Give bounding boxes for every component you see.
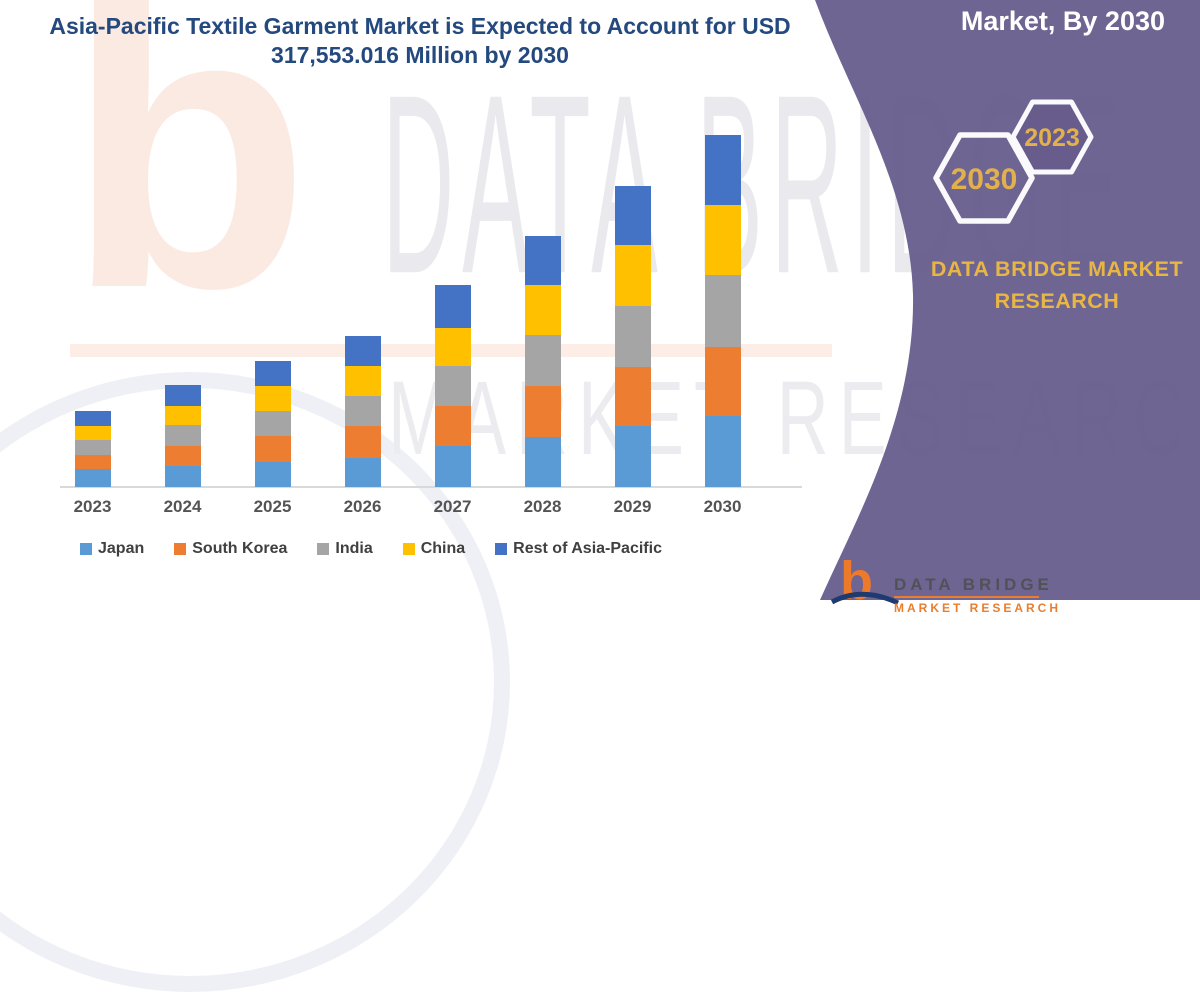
hexagon-2023-label: 2023 (1024, 124, 1080, 152)
bar-segment-south-korea-2030 (704, 346, 741, 417)
page-title-line1: Asia-Pacific Textile Garment Market is E… (49, 13, 791, 39)
bar-segment-china-2025 (254, 385, 291, 411)
bar-segment-india-2027 (434, 366, 471, 406)
legend-label-rest-of-asia-pacific: Rest of Asia-Pacific (513, 540, 662, 557)
watermark-b-logo: b (66, 0, 311, 371)
x-axis-label-2029: 2029 (613, 497, 652, 516)
bar-segment-japan-2029 (614, 426, 651, 487)
bar-segment-china-2027 (434, 327, 471, 366)
bar-segment-india-2028 (524, 335, 561, 387)
hexagons-graphic: 2030 2023 (933, 99, 1094, 224)
bar-segment-china-2030 (704, 205, 741, 276)
bridge-swoosh-icon (830, 591, 900, 606)
legend-swatch-south-korea (174, 543, 187, 555)
hexagon-2030-label: 2030 (951, 163, 1018, 196)
bar-segment-south-korea-2024 (164, 446, 201, 467)
legend-item-china: China (402, 540, 466, 558)
bar-segment-south-korea-2028 (524, 386, 561, 437)
bar-segment-south-korea-2027 (434, 405, 471, 447)
bar-segment-china-2024 (164, 405, 201, 426)
legend-item-rest-of-asia-pacific: Rest of Asia-Pacific (495, 540, 662, 558)
bar-segment-japan-2024 (164, 466, 201, 487)
x-axis-label-2026: 2026 (343, 497, 382, 516)
bar-segment-india-2029 (614, 305, 651, 367)
bar-segment-rest-of-asia-pacific-2023 (74, 410, 111, 427)
chart-legend: Japan South Korea India China Rest of Asia-P… (80, 540, 662, 558)
bar-segment-rest-of-asia-pacific-2025 (254, 360, 291, 386)
bar-segment-rest-of-asia-pacific-2027 (434, 285, 471, 328)
bar-segment-south-korea-2029 (614, 366, 651, 427)
legend-swatch-china (402, 543, 415, 555)
legend-label-china: China (420, 540, 466, 557)
bar-segment-japan-2030 (704, 416, 741, 487)
bar-segment-india-2025 (254, 410, 291, 437)
bar-segment-japan-2027 (434, 446, 471, 487)
bar-segment-japan-2023 (74, 469, 111, 487)
bar-segment-china-2026 (344, 365, 381, 397)
footer-logo-rule (894, 596, 1039, 598)
x-axis-label-2025: 2025 (253, 497, 292, 516)
bar-segment-rest-of-asia-pacific-2030 (704, 134, 741, 206)
legend-swatch-japan (80, 543, 92, 555)
bar-segment-india-2030 (704, 275, 741, 347)
legend-item-south-korea: South Korea (174, 540, 287, 558)
bar-segment-india-2023 (74, 439, 111, 456)
legend-label-japan: Japan (98, 540, 145, 557)
bar-segment-china-2028 (524, 285, 561, 336)
brand-text: DATA BRIDGE MARKET RESEARCH (930, 253, 1184, 317)
bar-segment-japan-2026 (344, 457, 381, 487)
x-axis-label-2028: 2028 (523, 497, 562, 516)
x-axis-label-2027: 2027 (433, 497, 472, 516)
bar-segment-india-2024 (164, 425, 201, 447)
legend-swatch-rest-of-asia-pacific (495, 543, 508, 555)
bar-segment-india-2026 (344, 396, 381, 427)
bar-segment-china-2023 (74, 426, 111, 440)
x-axis-label-2030: 2030 (703, 497, 742, 516)
footer-logo-sub: MARKET RESEARCH (894, 601, 1062, 615)
brand-text-line2: RESEARCH (994, 289, 1120, 313)
bar-segment-rest-of-asia-pacific-2026 (344, 335, 381, 366)
bar-segment-rest-of-asia-pacific-2024 (164, 385, 201, 406)
legend-item-india: India (317, 540, 373, 558)
footer-logo-name: DATA BRIDGE (894, 575, 1053, 594)
chart-area: 2023 2024 2025 2026 2027 2028 2029 2030 (60, 134, 802, 516)
panel-heading: Market, By 2030 (960, 6, 1165, 36)
legend-swatch-india (317, 543, 330, 555)
bar-segment-south-korea-2025 (254, 436, 291, 462)
axis-baseline (60, 486, 802, 488)
page-title: Asia-Pacific Textile Garment Market is E… (40, 12, 800, 70)
footer-logo: b DATA BRIDGE MARKET RESEARCH (806, 554, 1106, 624)
legend-label-south-korea: South Korea (192, 540, 288, 557)
page-title-line2: 317,553.016 Million by 2030 (271, 42, 569, 68)
x-axis-label-2023: 2023 (73, 497, 112, 516)
bar-segment-rest-of-asia-pacific-2028 (524, 235, 561, 285)
bar-segment-south-korea-2026 (344, 426, 381, 458)
legend-label-india: India (335, 540, 373, 557)
x-axis-label-2024: 2024 (163, 497, 202, 516)
bar-segment-japan-2025 (254, 461, 291, 487)
bar-segment-rest-of-asia-pacific-2029 (614, 185, 651, 245)
bar-segment-south-korea-2023 (74, 455, 111, 470)
brand-text-line1: DATA BRIDGE MARKET (930, 257, 1184, 281)
legend-item-japan: Japan (80, 540, 144, 558)
bar-segment-china-2029 (614, 245, 651, 306)
bar-segment-japan-2028 (524, 436, 561, 487)
